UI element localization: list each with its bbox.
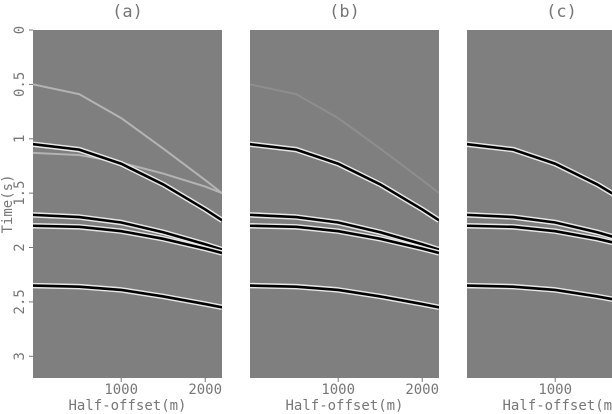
y-tick-label: 3 [12, 352, 28, 360]
event-curve [250, 213, 439, 251]
panel-plot [33, 83, 222, 311]
event-curve [33, 142, 222, 222]
panel-title: (c) [546, 2, 577, 22]
panel-title: (b) [329, 2, 360, 22]
x-tick-label: 2000 [188, 382, 222, 398]
event-curve [250, 224, 439, 255]
event-curve [467, 224, 612, 244]
y-tick-label: 2.5 [12, 289, 28, 314]
panel-title: (a) [112, 2, 143, 22]
panel-background [467, 30, 612, 378]
event-curve [467, 284, 612, 301]
event-curve [250, 142, 439, 222]
event-curve [33, 224, 222, 255]
x-tick-label: 2000 [405, 382, 439, 398]
panel-plot [250, 83, 439, 311]
y-tick-label: 1 [12, 135, 28, 143]
event-curve [33, 83, 222, 194]
y-tick-label: 2 [12, 243, 28, 251]
y-tick-label: 1.5 [12, 180, 28, 205]
x-axis-label: Half-offset(m) [68, 398, 186, 414]
panel-background [250, 30, 439, 378]
y-tick-label: 0 [12, 26, 28, 34]
panel-background [33, 30, 222, 378]
x-axis-label: Half-offset(m) [502, 398, 612, 414]
y-tick-label: 0.5 [12, 72, 28, 97]
event-curve [33, 151, 222, 195]
x-tick-label: 1000 [104, 382, 138, 398]
event-curve [250, 83, 439, 194]
x-tick-label: 1000 [321, 382, 355, 398]
x-axis-label: Half-offset(m) [285, 398, 403, 414]
event-curve [250, 284, 439, 309]
event-curve [33, 284, 222, 309]
event-curve [467, 213, 612, 238]
y-axis-label: Time(s) [0, 174, 16, 233]
x-tick-label: 1000 [538, 382, 572, 398]
event-curve [33, 213, 222, 251]
panel-plot [467, 141, 612, 302]
event-curve [467, 142, 612, 195]
